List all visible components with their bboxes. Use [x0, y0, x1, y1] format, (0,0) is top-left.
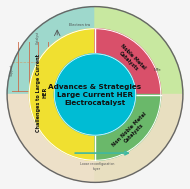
Text: Loose reconfiguration
layer: Loose reconfiguration layer [80, 162, 114, 171]
Text: Catalyst: Catalyst [36, 31, 40, 44]
Text: Advances & Strategies
Large Current HER
Electrocatalyst: Advances & Strategies Large Current HER … [48, 84, 142, 105]
Wedge shape [7, 7, 95, 94]
Text: Challenges to Large Current
HER: Challenges to Large Current HER [36, 54, 47, 132]
Wedge shape [95, 7, 183, 94]
Text: NiFe: NiFe [154, 68, 161, 72]
Wedge shape [29, 29, 95, 160]
Text: Non Noble Metal
Catalysts: Non Noble Metal Catalysts [112, 111, 152, 152]
Wedge shape [95, 94, 161, 160]
Text: Electron tra: Electron tra [69, 22, 90, 27]
Text: Support: Support [10, 64, 14, 76]
Wedge shape [7, 94, 95, 182]
Text: Noble Metal
Catalysts: Noble Metal Catalysts [115, 43, 146, 74]
Circle shape [7, 7, 183, 182]
Wedge shape [95, 29, 161, 94]
Wedge shape [95, 94, 183, 182]
Circle shape [54, 54, 136, 135]
